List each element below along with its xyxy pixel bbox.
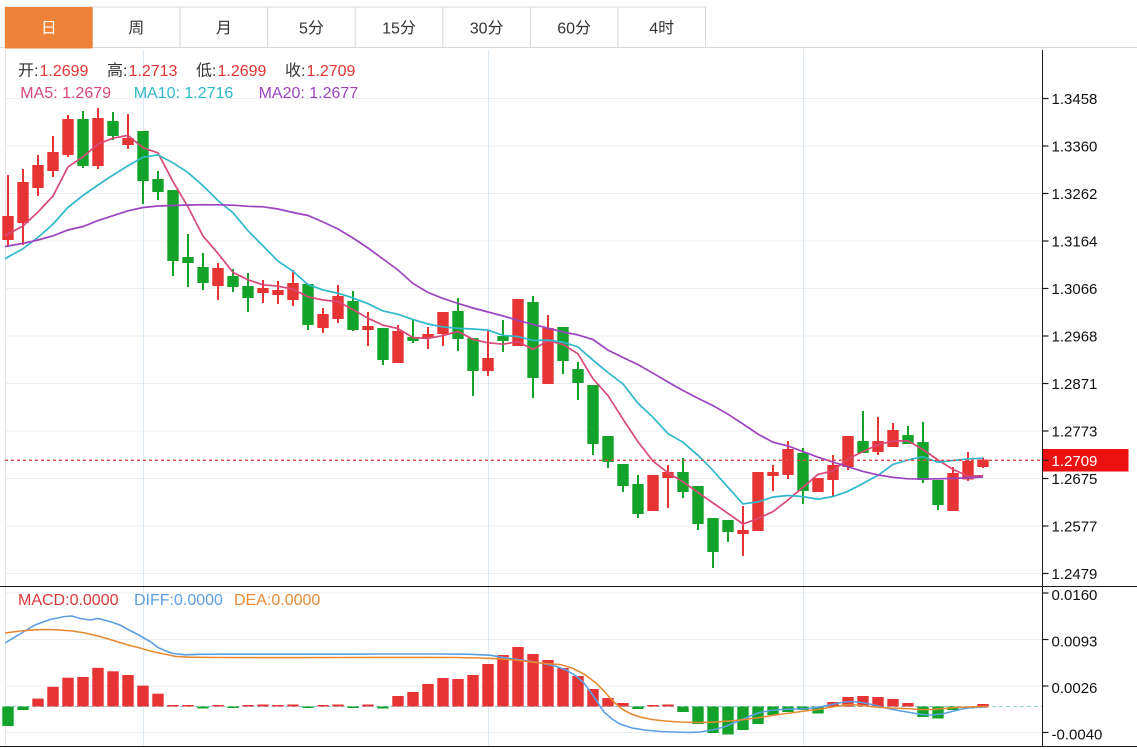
svg-text:1.2968: 1.2968 (1052, 329, 1098, 346)
svg-text::: : (123, 63, 127, 80)
svg-text:1.3262: 1.3262 (1052, 186, 1098, 203)
svg-text:MA10: 1.2716: MA10: 1.2716 (134, 85, 234, 102)
svg-text:1.2479: 1.2479 (1052, 566, 1098, 583)
svg-text:5: 5 (299, 20, 308, 37)
svg-text:MA20: 1.2677: MA20: 1.2677 (259, 85, 359, 102)
svg-text:1.3458: 1.3458 (1052, 91, 1098, 108)
svg-text:MA5: 1.2679: MA5: 1.2679 (20, 85, 111, 102)
svg-text:1.2675: 1.2675 (1052, 471, 1098, 488)
svg-text:1.3164: 1.3164 (1052, 234, 1098, 251)
svg-text:DEA:0.0000: DEA:0.0000 (234, 592, 320, 609)
svg-text:1.2713: 1.2713 (129, 63, 178, 80)
svg-text:4: 4 (649, 20, 658, 37)
svg-text:1.3360: 1.3360 (1052, 139, 1098, 156)
svg-text:1.2773: 1.2773 (1052, 424, 1098, 441)
svg-text:DIFF:0.0000: DIFF:0.0000 (134, 592, 223, 609)
svg-text:0.0026: 0.0026 (1052, 680, 1098, 697)
svg-text:1.2699: 1.2699 (40, 63, 89, 80)
svg-text:MACD:0.0000: MACD:0.0000 (18, 592, 119, 609)
svg-text::: : (301, 63, 305, 80)
svg-text:-0.0040: -0.0040 (1052, 727, 1103, 744)
svg-text::: : (212, 63, 216, 80)
svg-text:1.2699: 1.2699 (218, 63, 267, 80)
svg-text:1.3066: 1.3066 (1052, 281, 1098, 298)
svg-text:15: 15 (382, 20, 400, 37)
svg-text:1.2709: 1.2709 (307, 63, 356, 80)
svg-text:30: 30 (470, 20, 488, 37)
svg-text::: : (34, 63, 38, 80)
svg-text:1.2577: 1.2577 (1052, 519, 1098, 536)
svg-text:60: 60 (557, 20, 575, 37)
svg-text:0.0160: 0.0160 (1052, 587, 1098, 604)
svg-text:1.2871: 1.2871 (1052, 376, 1098, 393)
svg-text:0.0093: 0.0093 (1052, 634, 1098, 651)
svg-text:1.2709: 1.2709 (1052, 453, 1098, 470)
